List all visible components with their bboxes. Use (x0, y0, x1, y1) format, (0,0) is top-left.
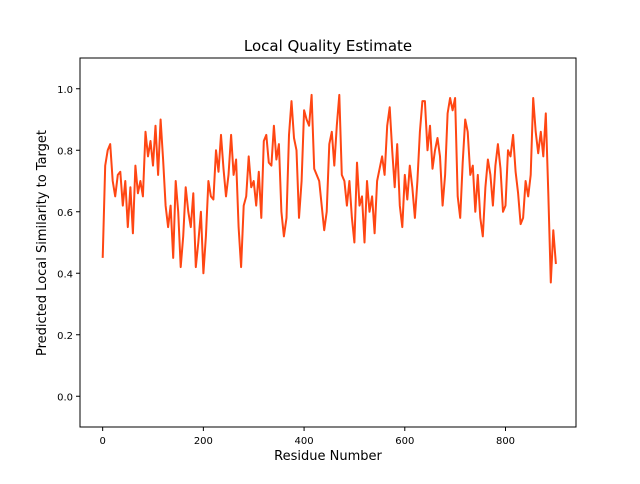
y-tick-label: 0.2 (57, 331, 73, 342)
x-tick-label: 200 (194, 436, 213, 447)
series-line-local-quality (101, 93, 557, 284)
x-tick-label: 0 (99, 436, 105, 447)
y-tick-label: 0.6 (57, 208, 73, 219)
y-tick-label: 0.8 (57, 146, 73, 157)
x-tick-label: 400 (295, 436, 314, 447)
plot-frame (79, 57, 577, 428)
y-tick-label: 0.0 (57, 392, 73, 403)
y-tick-label: 0.4 (57, 269, 73, 280)
x-axis-label: Residue Number (274, 449, 382, 464)
x-tick-label: 600 (395, 436, 414, 447)
chart-title: Local Quality Estimate (244, 37, 412, 55)
x-tick-label: 800 (496, 436, 515, 447)
y-axis-label: Predicted Local Similarity to Target (35, 130, 50, 356)
y-tick-label: 1.0 (57, 85, 73, 96)
